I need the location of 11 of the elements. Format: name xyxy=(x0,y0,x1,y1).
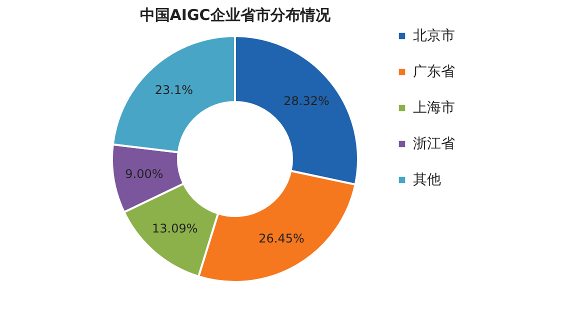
data-label: 13.09% xyxy=(152,222,198,236)
legend-label: 北京市 xyxy=(413,28,455,44)
data-label: 9.00% xyxy=(125,167,164,182)
data-label: 28.32% xyxy=(284,94,330,108)
data-label: 23.1% xyxy=(154,83,193,98)
data-label: 26.45% xyxy=(258,231,304,246)
legend-label: 浙江省 xyxy=(413,136,455,152)
chart-title: 中国AIGC企业省市分布情况 xyxy=(140,6,332,24)
legend-label: 广东省 xyxy=(413,64,455,80)
legend-label: 上海市 xyxy=(413,100,455,116)
legend-label: 其他 xyxy=(413,172,441,188)
